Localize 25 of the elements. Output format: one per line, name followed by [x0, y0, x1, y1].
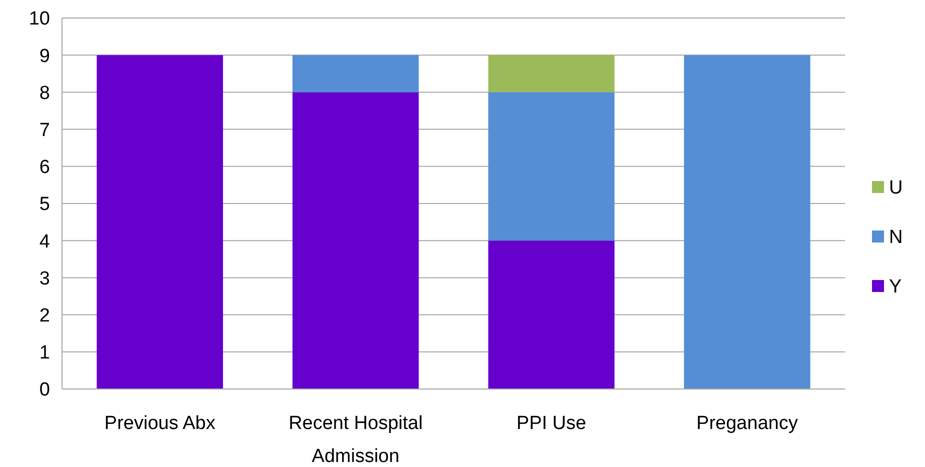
y-tick-label: 4 [39, 231, 50, 252]
legend-label: U [889, 178, 903, 199]
x-tick-label: Preganancy [696, 413, 798, 434]
y-tick-label: 9 [39, 46, 50, 67]
y-tick-label: 3 [39, 268, 50, 290]
bar [292, 92, 419, 389]
bar [488, 240, 615, 389]
y-tick-label: 7 [39, 120, 50, 141]
y-tick-label: 10 [28, 8, 50, 30]
bar [488, 55, 615, 92]
y-tick-label: 8 [39, 82, 50, 104]
bar [488, 92, 615, 241]
x-tick-label: PPI Use [516, 413, 586, 434]
y-tick-label: 1 [39, 342, 50, 364]
y-tick-label: 2 [39, 305, 50, 326]
y-tick-label: 5 [39, 194, 50, 216]
x-tick-label: Previous Abx [104, 413, 216, 434]
legend-label: N [889, 227, 903, 248]
bar [684, 55, 810, 389]
legend-label: Y [889, 276, 902, 298]
bar [96, 55, 224, 389]
bar [292, 55, 419, 92]
x-tick-label: Recent Hospital Admission [288, 413, 423, 467]
y-tick-label: 0 [39, 380, 50, 401]
y-tick-label: 6 [39, 157, 50, 178]
